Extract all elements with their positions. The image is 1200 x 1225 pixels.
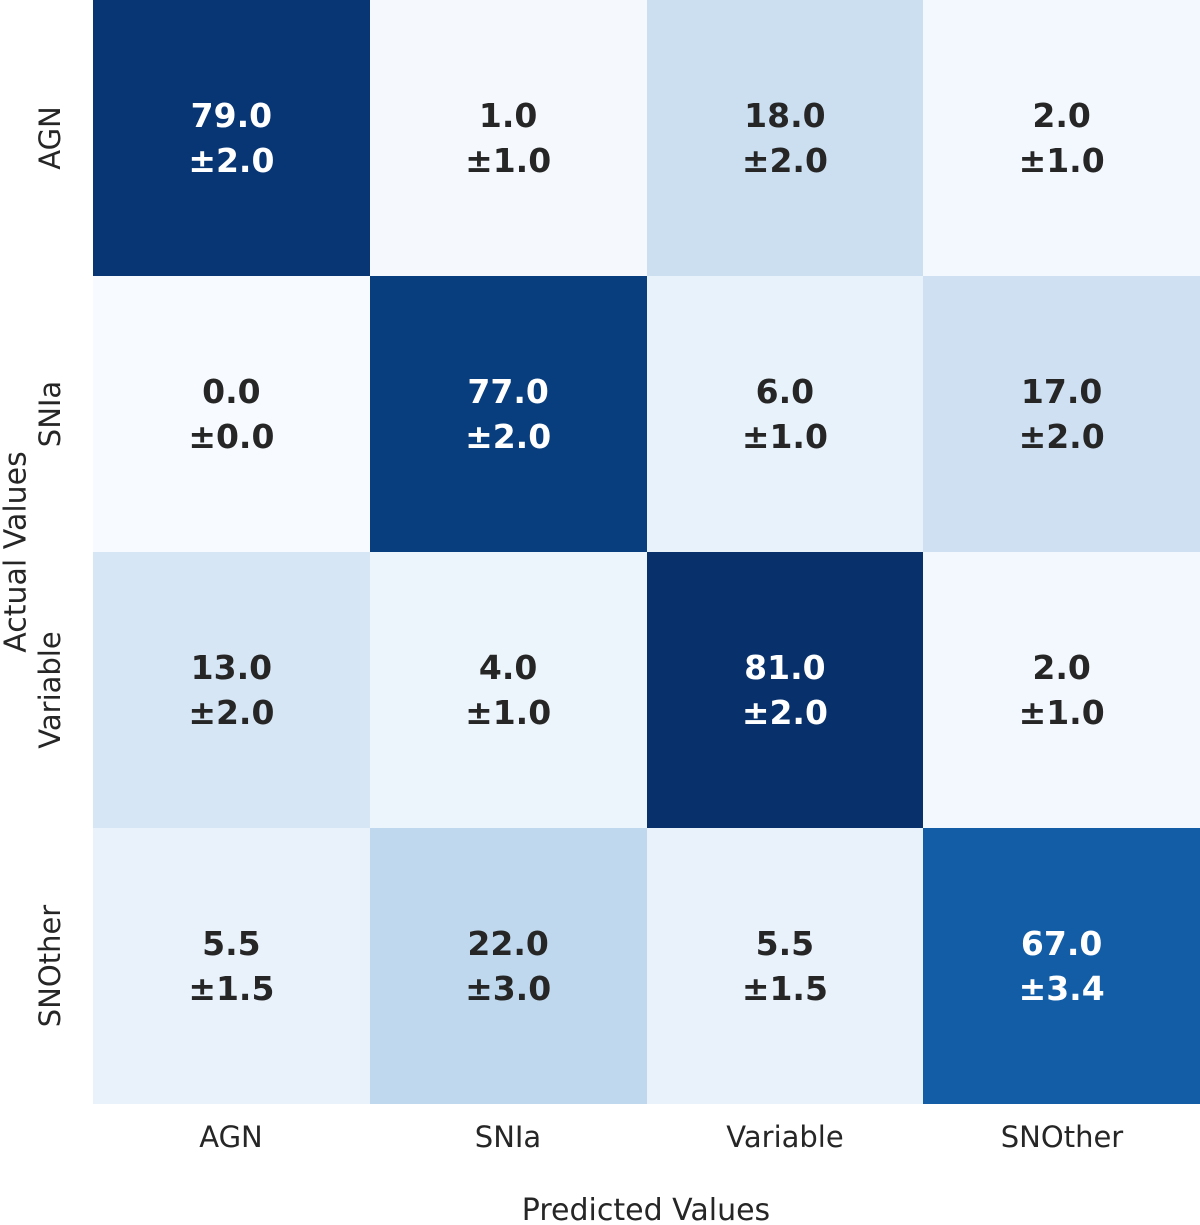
cell-value: 5.5: [755, 924, 815, 963]
cell-value: 77.0: [467, 372, 549, 411]
cell-error: ±1.0: [465, 141, 552, 180]
cell-error: ±2.0: [188, 693, 275, 732]
cell-value: 4.0: [478, 648, 538, 687]
cell-error: ±1.0: [465, 693, 552, 732]
cell-error: ±3.0: [465, 969, 552, 1008]
cell-value: 18.0: [744, 96, 826, 135]
cell-value: 22.0: [467, 924, 549, 963]
heatmap-cell-r1c2: 6.0 ±1.0: [646, 276, 924, 552]
heatmap-cell-r0c1: 1.0 ±1.0: [369, 0, 647, 276]
heatmap-grid: 79.0 ±2.0 1.0 ±1.0 18.0 ±2.0 2.0 ±1.0 0.…: [93, 0, 1200, 1104]
heatmap-cell-r2c0: 13.0 ±2.0: [93, 552, 370, 828]
cell-error: ±3.4: [1018, 969, 1105, 1008]
heatmap-cell-r3c0: 5.5 ±1.5: [93, 828, 370, 1104]
x-tick-label-variable: Variable: [726, 1120, 844, 1154]
cell-error: ±2.0: [741, 693, 828, 732]
cell-value: 5.5: [202, 924, 261, 963]
cell-error: ±2.0: [465, 417, 552, 456]
y-tick-label-variable: Variable: [33, 631, 67, 749]
y-tick-label-snother: SNOther: [33, 904, 67, 1028]
cell-error: ±2.0: [741, 141, 828, 180]
heatmap-cell-r3c3: 67.0 ±3.4: [923, 828, 1200, 1104]
heatmap-cell-r2c1: 4.0 ±1.0: [369, 552, 647, 828]
heatmap-cell-r1c3: 17.0 ±2.0: [923, 276, 1200, 552]
cell-error: ±1.0: [1018, 693, 1105, 732]
cell-error: ±1.0: [1018, 141, 1105, 180]
heatmap-cell-r2c3: 2.0 ±1.0: [923, 552, 1200, 828]
cell-error: ±2.0: [188, 141, 275, 180]
heatmap-cell-r0c3: 2.0 ±1.0: [923, 0, 1200, 276]
cell-value: 17.0: [1020, 372, 1103, 411]
cell-error: ±1.5: [741, 969, 828, 1008]
cell-error: ±0.0: [188, 417, 275, 456]
x-axis-title: Predicted Values: [521, 1193, 771, 1225]
y-tick-label-agn: AGN: [33, 106, 67, 170]
x-tick-label-agn: AGN: [199, 1120, 263, 1154]
heatmap-cell-r2c2: 81.0 ±2.0: [646, 552, 924, 828]
heatmap-cell-r0c2: 18.0 ±2.0: [646, 0, 924, 276]
cell-value: 2.0: [1032, 648, 1091, 687]
heatmap-cell-r1c1: 77.0 ±2.0: [369, 276, 647, 552]
heatmap-cell-r0c0: 79.0 ±2.0: [93, 0, 370, 276]
x-tick-label-snia: SNIa: [474, 1120, 542, 1154]
cell-value: 1.0: [478, 96, 538, 135]
cell-value: 13.0: [190, 648, 273, 687]
cell-value: 0.0: [202, 372, 261, 411]
cell-value: 6.0: [755, 372, 815, 411]
cell-value: 2.0: [1032, 96, 1091, 135]
y-tick-label-snia: SNIa: [33, 380, 67, 448]
y-axis-title: Actual Values: [0, 451, 34, 653]
cell-error: ±1.5: [188, 969, 275, 1008]
cell-value: 81.0: [744, 648, 826, 687]
heatmap-cell-r3c1: 22.0 ±3.0: [369, 828, 647, 1104]
x-tick-label-snother: SNOther: [1000, 1120, 1124, 1154]
heatmap-cell-r1c0: 0.0 ±0.0: [93, 276, 370, 552]
heatmap-cell-r3c2: 5.5 ±1.5: [646, 828, 924, 1104]
cell-value: 79.0: [190, 96, 273, 135]
cell-value: 67.0: [1020, 924, 1103, 963]
cell-error: ±2.0: [1018, 417, 1105, 456]
cell-error: ±1.0: [741, 417, 828, 456]
